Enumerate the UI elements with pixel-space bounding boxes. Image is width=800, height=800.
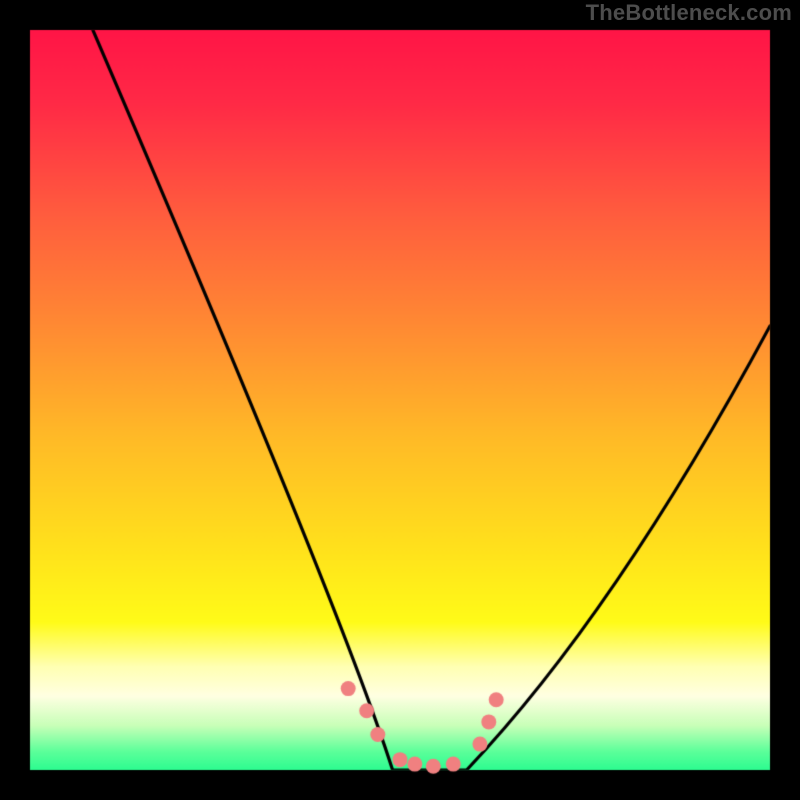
data-markers (0, 0, 800, 800)
chart-stage: TheBottleneck.com (0, 0, 800, 800)
